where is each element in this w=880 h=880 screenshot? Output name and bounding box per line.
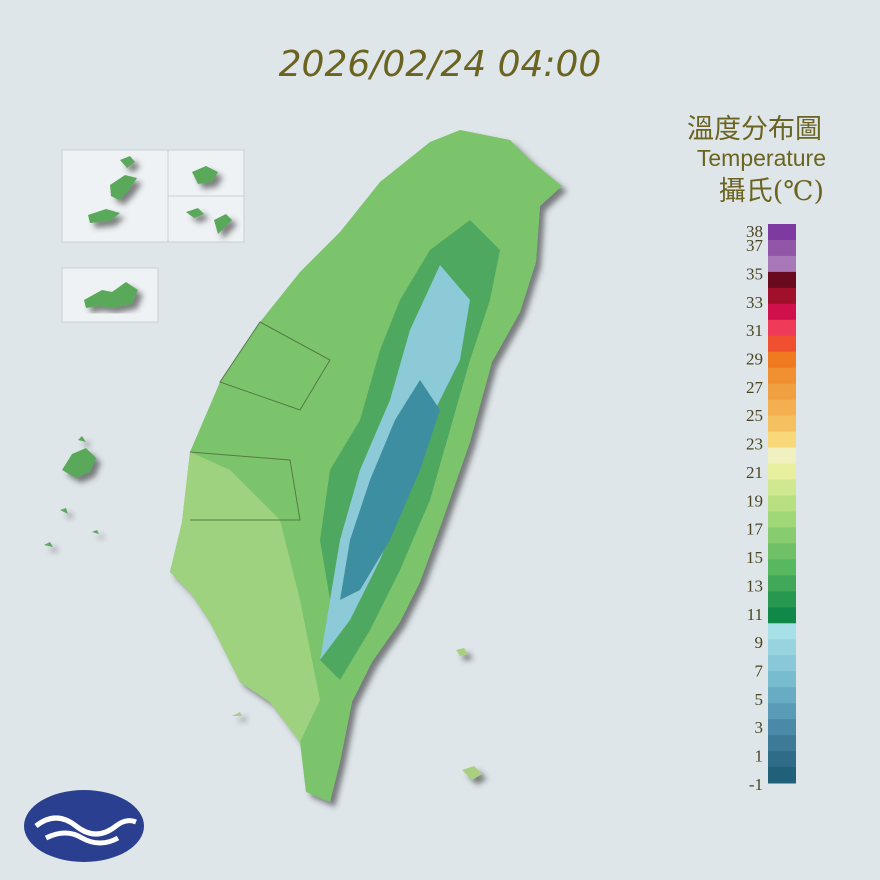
legend-band [768, 239, 796, 257]
legend-label: 31 [746, 321, 763, 340]
legend-band [768, 671, 796, 688]
legend-title: 溫度分布圖 [687, 114, 822, 145]
inset-islands [44, 149, 482, 780]
legend-band [768, 687, 796, 704]
legend-label: 3 [755, 718, 764, 737]
legend-band [768, 351, 796, 369]
legend-band [768, 719, 796, 736]
legend-band [768, 335, 796, 353]
legend-band [768, 591, 796, 608]
legend-band [768, 463, 796, 481]
legend-band [768, 751, 796, 768]
legend-band [768, 271, 796, 289]
legend-band [768, 735, 796, 752]
legend-band [768, 575, 796, 592]
legend-label: 27 [746, 378, 764, 397]
legend-band [768, 383, 796, 401]
legend-unit: 攝氏(℃) [719, 176, 824, 207]
legend-band [768, 367, 796, 385]
legend-band [768, 431, 796, 449]
legend-subtitle: Temperature [697, 145, 826, 171]
legend-label: 25 [746, 406, 763, 425]
legend-band [768, 559, 796, 576]
legend-band [768, 495, 796, 512]
legend-label: 37 [746, 236, 764, 255]
legend-band [768, 543, 796, 560]
legend-label: 7 [755, 661, 764, 680]
legend-band [768, 399, 796, 417]
legend-label: 33 [746, 293, 763, 312]
taiwan [170, 130, 562, 802]
legend-label: 38 [746, 222, 763, 241]
legend-band [768, 639, 796, 656]
legend-band [768, 767, 796, 784]
legend-band [768, 224, 796, 241]
legend-band [768, 415, 796, 433]
legend-label: 1 [755, 747, 764, 766]
legend-band [768, 703, 796, 720]
legend-label: 9 [755, 633, 764, 652]
legend-label: 11 [747, 605, 763, 624]
legend-band [768, 303, 796, 321]
legend-band [768, 607, 796, 624]
legend-label: 15 [746, 548, 763, 567]
legend-band [768, 447, 796, 465]
legend-label: 13 [746, 576, 763, 595]
legend-band [768, 655, 796, 672]
legend-band [768, 479, 796, 497]
legend-label: -1 [749, 775, 763, 794]
legend-band [768, 287, 796, 305]
legend-label: 5 [755, 690, 764, 709]
legend-band [768, 527, 796, 544]
timestamp: 2026/02/24 04:00 [279, 44, 602, 85]
legend-band [768, 623, 796, 640]
legend-label: 23 [746, 435, 763, 454]
legend-band [768, 511, 796, 528]
legend-label: 35 [746, 264, 763, 283]
logo [24, 790, 144, 862]
legend-band [768, 319, 796, 337]
legend-label: 29 [746, 350, 763, 369]
legend-band [768, 255, 796, 273]
legend-label: 21 [746, 463, 763, 482]
legend-label: 17 [746, 520, 764, 539]
legend-label: 19 [746, 491, 763, 510]
